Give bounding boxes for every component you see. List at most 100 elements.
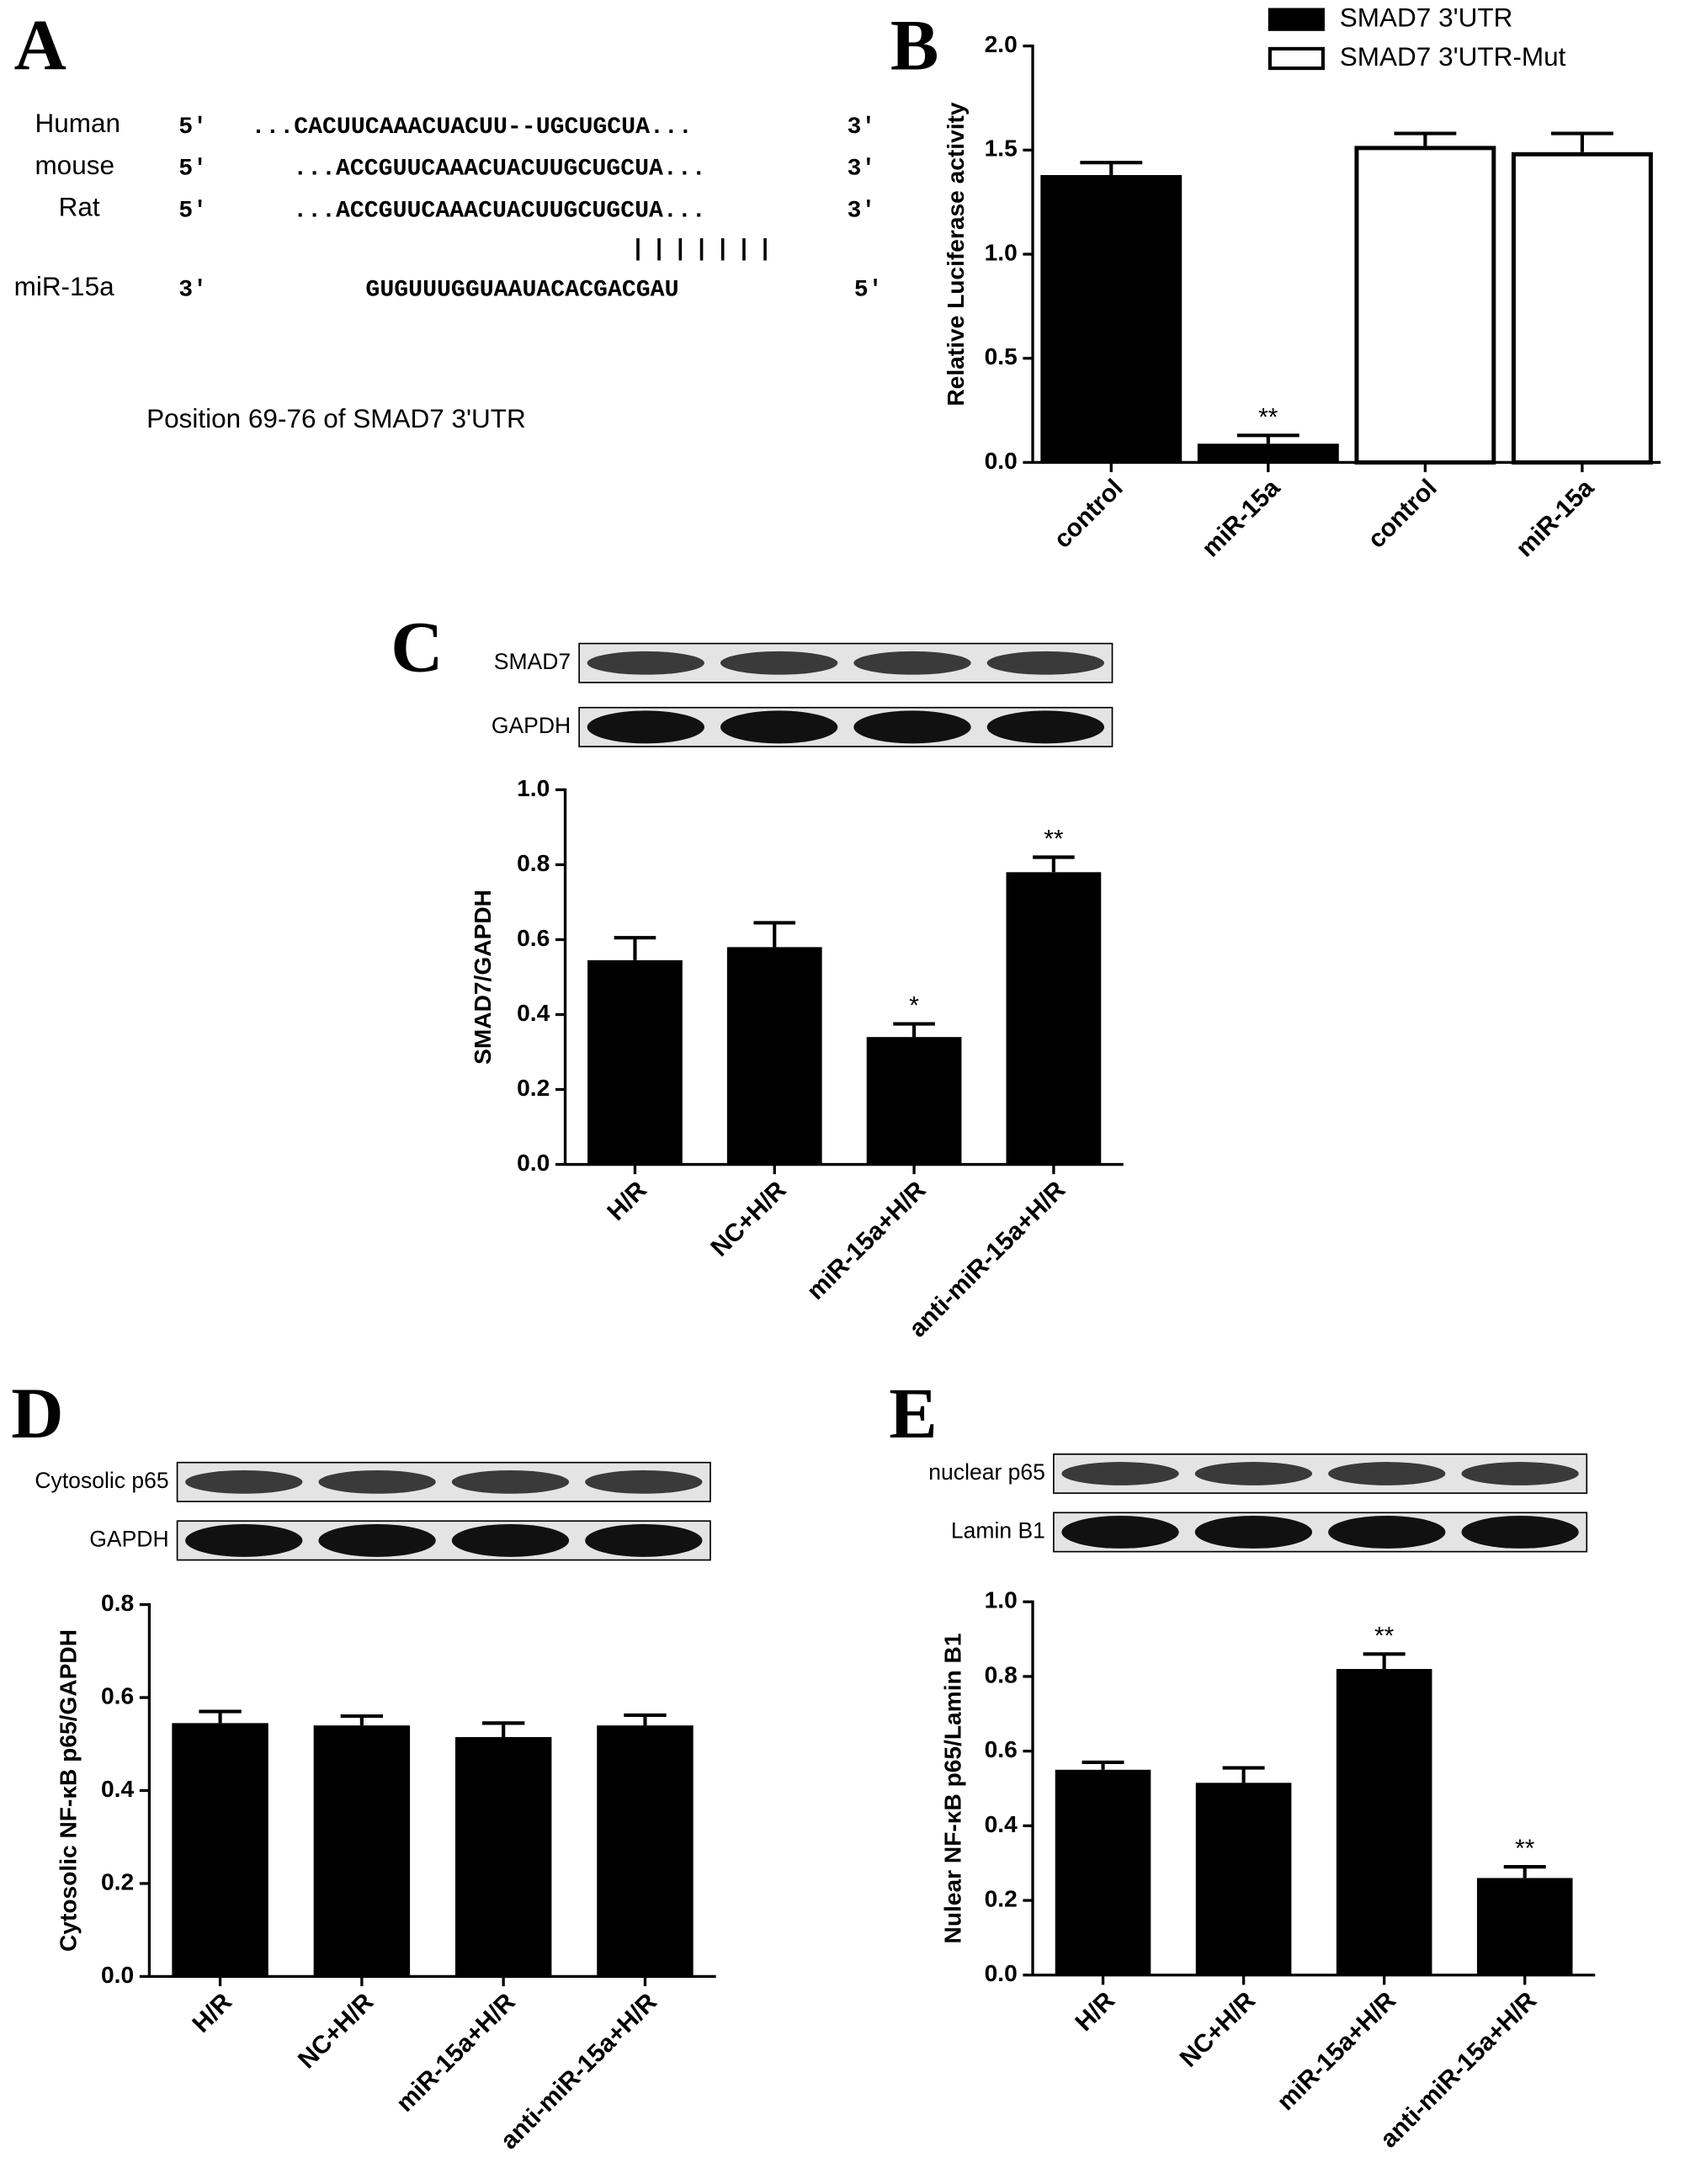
panel-letter: D <box>11 1373 63 1453</box>
panel-letter: B <box>890 5 939 86</box>
blot-band <box>585 1523 703 1557</box>
y-tick-label: 0.6 <box>517 925 550 951</box>
y-tick-label: 0.8 <box>101 1590 134 1616</box>
blot-band <box>853 651 971 675</box>
bar <box>597 1725 694 1977</box>
bar <box>313 1725 411 1977</box>
legend-swatch <box>1268 46 1325 71</box>
blot-label: GAPDH <box>492 713 571 738</box>
panel: C SMAD7 GAPDH 0.0 0.2 0.4 0.6 0.8 1.0 SMAD7/GAPDH… <box>391 607 1124 1342</box>
bar <box>1040 175 1182 463</box>
blot-band <box>451 1469 570 1494</box>
bar <box>1006 872 1102 1165</box>
end: 5′ <box>854 278 883 304</box>
error-bar <box>1080 161 1143 176</box>
panel-a: A Human 5' ...CACUUCAAACUACUU--UGCUGCUA.… <box>14 5 883 433</box>
y-axis-label: Nulear NF-κB p65/Lamin B1 <box>940 1634 966 1944</box>
blot-band <box>720 710 838 744</box>
x-tick-label: H/R <box>602 1176 652 1226</box>
blot-label: Lamin B1 <box>951 1517 1045 1543</box>
y-tick-label: 0.0 <box>517 1150 550 1176</box>
blot-label: SMAD7 <box>494 649 571 674</box>
blot-band <box>1061 1516 1179 1549</box>
significance: ** <box>1258 403 1278 431</box>
panel: D Cytosolic p65 GAPDH 0.0 0.2 0.4 0.6 0.8 Cytoso… <box>11 1373 716 2155</box>
blot-band <box>986 710 1105 744</box>
bar <box>1055 1769 1151 1975</box>
blot-band <box>318 1523 436 1557</box>
error-bar <box>893 1022 935 1038</box>
y-axis-label: Relative Luciferase activity <box>943 102 969 407</box>
panel: B 0.0 0.5 1.0 1.5 2.0 Relative Luciferase acti… <box>890 3 1661 563</box>
bar <box>726 947 822 1165</box>
blot-band <box>1328 1516 1446 1549</box>
legend-swatch <box>1268 8 1325 31</box>
error-bar <box>1503 1865 1546 1878</box>
y-tick-label: 0.2 <box>101 1868 134 1894</box>
end: 3' <box>178 278 207 304</box>
x-tick-label: miR-15a+H/R <box>802 1176 932 1305</box>
significance: * <box>909 992 919 1020</box>
blot-band <box>318 1469 436 1494</box>
blot-band <box>185 1523 303 1557</box>
bar <box>866 1037 962 1165</box>
blot-band <box>185 1469 303 1494</box>
pairing: ||||||| <box>630 237 779 263</box>
y-tick-label: 1.5 <box>985 136 1018 162</box>
y-tick-label: 0.6 <box>101 1682 134 1708</box>
y-tick-label: 0.6 <box>985 1736 1018 1762</box>
bar <box>1197 444 1339 463</box>
bar <box>454 1736 552 1977</box>
bar <box>1195 1783 1292 1975</box>
x-tick-label: miR-15a <box>1511 474 1600 563</box>
x-tick-label: H/R <box>1070 1986 1120 2037</box>
y-tick-label: 0.2 <box>517 1075 550 1101</box>
species: Human <box>35 109 120 138</box>
x-tick-label: NC+H/R <box>705 1176 791 1262</box>
blot-label: Cytosolic p65 <box>35 1468 168 1493</box>
blot-band <box>451 1523 570 1557</box>
legend-label: SMAD7 3'UTR <box>1340 3 1513 33</box>
blot-band <box>1461 1516 1579 1549</box>
x-tick-label: miR-15a+H/R <box>391 1988 521 2118</box>
y-tick-label: 0.0 <box>985 448 1018 474</box>
x-tick-label: anti-miR-15a+H/R <box>495 1988 662 2155</box>
x-tick-label: miR-15a+H/R <box>1272 1986 1401 2116</box>
blot-label: nuclear p65 <box>928 1459 1045 1485</box>
blot-band <box>1061 1462 1179 1485</box>
y-tick-label: 0.2 <box>985 1886 1018 1912</box>
species: mouse <box>35 151 114 180</box>
error-bar <box>753 921 796 948</box>
y-tick-label: 0.4 <box>985 1811 1018 1837</box>
end: 3′ <box>847 198 875 224</box>
blot-band <box>587 710 704 744</box>
x-tick-label: anti-miR-15a+H/R <box>1375 1986 1543 2153</box>
sequence: ...ACCGUUCAAACUACUUGCUGCUA... <box>293 198 705 224</box>
error-bar <box>481 1721 525 1737</box>
error-bar <box>1236 433 1299 444</box>
y-tick-label: 0.4 <box>517 1000 550 1026</box>
x-tick-label: H/R <box>187 1988 237 2038</box>
significance: ** <box>1374 1622 1395 1650</box>
blot-band <box>1461 1462 1579 1485</box>
error-bar <box>1550 131 1613 152</box>
y-tick-label: 0.8 <box>985 1661 1018 1687</box>
error-bar <box>1394 131 1457 146</box>
bar <box>172 1723 268 1977</box>
end: 3′ <box>847 114 875 141</box>
end: 5' <box>178 157 207 183</box>
blot-label: GAPDH <box>89 1526 168 1551</box>
panel-letter: C <box>391 607 443 688</box>
x-tick-label: NC+H/R <box>293 1988 379 2074</box>
error-bar <box>1222 1766 1265 1783</box>
bar <box>1511 151 1653 465</box>
sequence: GUGUUUGGUAAUACACGACGAU <box>365 278 678 304</box>
panel-letter: A <box>14 5 66 86</box>
blot-band <box>1328 1462 1446 1485</box>
y-axis-label: SMAD7/GAPDH <box>470 890 496 1065</box>
y-axis-label: Cytosolic NF-κB p65/GAPDH <box>55 1629 81 1952</box>
x-tick-label: anti-miR-15a+H/R <box>904 1176 1071 1342</box>
panel-letter: E <box>889 1373 938 1453</box>
